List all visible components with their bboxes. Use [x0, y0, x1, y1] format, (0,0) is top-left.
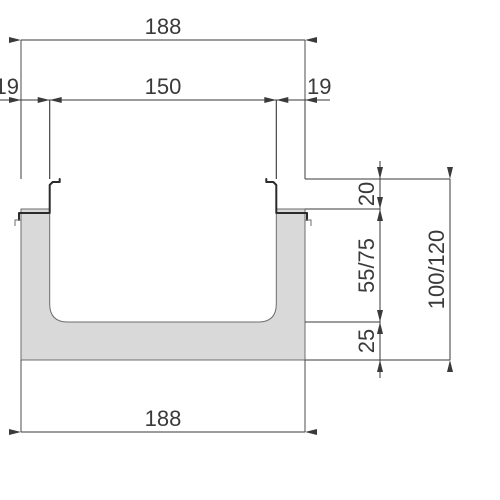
- arrowhead: [50, 97, 62, 103]
- arrowhead: [377, 167, 383, 179]
- right_bottom-label: 25: [354, 329, 379, 353]
- arrowhead: [447, 360, 453, 372]
- edge-rail: [19, 179, 60, 220]
- top_wall_left-label: 19: [0, 74, 19, 99]
- rail-notch: [15, 220, 21, 226]
- channel-body: [21, 209, 305, 360]
- edge-rail: [266, 179, 307, 220]
- arrowhead: [9, 37, 21, 43]
- right_total-label: 100/120: [424, 230, 449, 310]
- arrowhead: [305, 429, 317, 435]
- arrowhead: [305, 37, 317, 43]
- arrowhead: [9, 429, 21, 435]
- arrowhead: [377, 360, 383, 372]
- right_rail-label: 20: [354, 182, 379, 206]
- rail-notch: [305, 220, 311, 226]
- arrowhead: [447, 167, 453, 179]
- right_inner-label: 55/75: [354, 238, 379, 293]
- top_outer-label: 188: [145, 14, 182, 39]
- top_wall_right-label: 19: [307, 74, 331, 99]
- arrowhead: [264, 97, 276, 103]
- bottom_outer-label: 188: [145, 406, 182, 431]
- arrowhead: [377, 310, 383, 322]
- top_inner-label: 150: [145, 74, 182, 99]
